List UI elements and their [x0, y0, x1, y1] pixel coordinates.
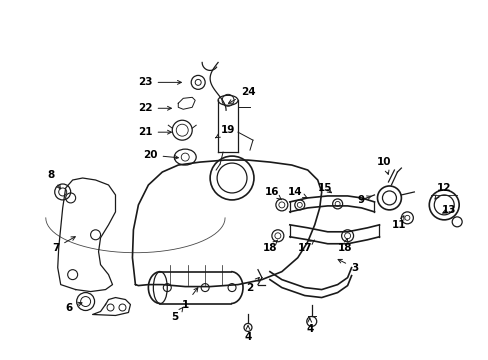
Text: 7: 7	[52, 237, 75, 253]
Text: 19: 19	[215, 125, 235, 138]
Text: 4: 4	[305, 318, 313, 334]
Text: 5: 5	[171, 307, 183, 323]
Text: 17: 17	[297, 240, 314, 253]
Text: 12: 12	[434, 183, 450, 199]
Text: 21: 21	[138, 127, 171, 137]
Text: 9: 9	[357, 195, 370, 205]
Text: 16: 16	[264, 187, 281, 200]
Text: 24: 24	[228, 87, 255, 103]
Text: 20: 20	[143, 150, 178, 160]
Text: 1: 1	[181, 288, 198, 310]
Text: 3: 3	[337, 260, 358, 273]
Text: 4: 4	[244, 325, 251, 342]
Text: 6: 6	[65, 302, 82, 312]
Text: 10: 10	[376, 157, 391, 174]
Text: 23: 23	[138, 77, 181, 87]
Text: 2: 2	[246, 278, 259, 293]
Text: 8: 8	[47, 170, 61, 189]
Text: 22: 22	[138, 103, 171, 113]
Text: 18: 18	[337, 239, 351, 253]
Text: 11: 11	[391, 216, 406, 230]
Text: 13: 13	[441, 205, 455, 215]
Text: 18: 18	[262, 240, 277, 253]
Text: 14: 14	[287, 187, 307, 198]
Text: 15: 15	[317, 183, 331, 193]
